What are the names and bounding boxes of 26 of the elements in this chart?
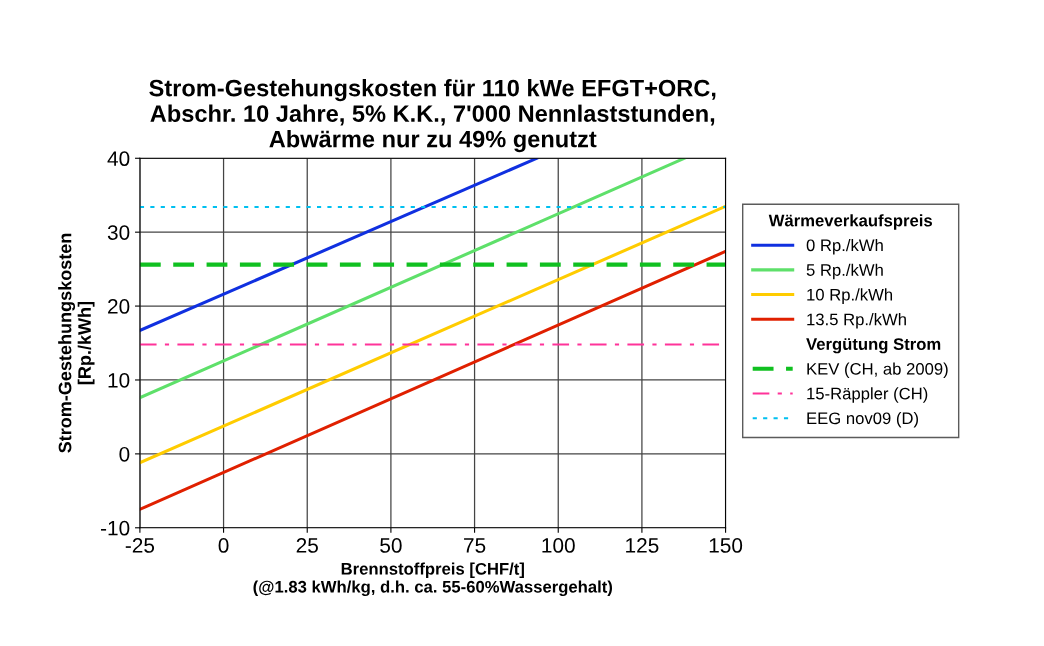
y-axis-title: Strom-Gestehungskosten [Rp./kWh] xyxy=(58,233,95,453)
y-tick-label: 20 xyxy=(108,299,130,314)
x-tick-label: 0 xyxy=(218,538,229,553)
legend-label: 15-Räppler (CH) xyxy=(807,387,928,403)
legend-label: EEG nov09 (D) xyxy=(807,411,918,428)
legend-title: Wärmeverkaufspreis xyxy=(768,214,932,230)
legend-label: 0 Rp./kWh xyxy=(806,238,883,255)
x-tick-label: 125 xyxy=(626,538,659,553)
x-tick-label: -25 xyxy=(125,538,155,553)
legend-label: 13.5 Rp./kWh xyxy=(807,313,906,329)
y-tick-label: 0 xyxy=(119,446,130,462)
x-tick-label: 25 xyxy=(296,538,318,553)
y-tick-label: -10 xyxy=(100,520,130,536)
legend-label: 10 Rp./kWh xyxy=(807,288,893,304)
y-tick-label: 40 xyxy=(107,151,130,167)
y-tick-label: 10 xyxy=(108,372,130,388)
x-axis-title: Brennstoffpreis [CHF/t] (@1.83 kWh/kg, d.h. ca. 55-60%Wassergehalt) xyxy=(253,562,613,597)
legend-label: 5 Rp./kWh xyxy=(806,263,883,280)
legend-label: KEV (CH, ab 2009) xyxy=(807,362,948,379)
chart-title: Strom-Gestehungskosten für 110 kWe EFGT+ORC, Abschr. 10 Jahre, 5% K.K., 7'000 Nennlaststunden, Abwärme nur zu 49% genutzt xyxy=(149,79,716,153)
text: Vergütung Strom xyxy=(806,338,941,354)
x-tick-label: 50 xyxy=(380,538,402,553)
y-tick-label: 30 xyxy=(107,225,130,240)
x-tick-label: 150 xyxy=(709,538,743,553)
x-tick-label: 100 xyxy=(542,538,575,553)
x-tick-label: 75 xyxy=(464,538,486,553)
